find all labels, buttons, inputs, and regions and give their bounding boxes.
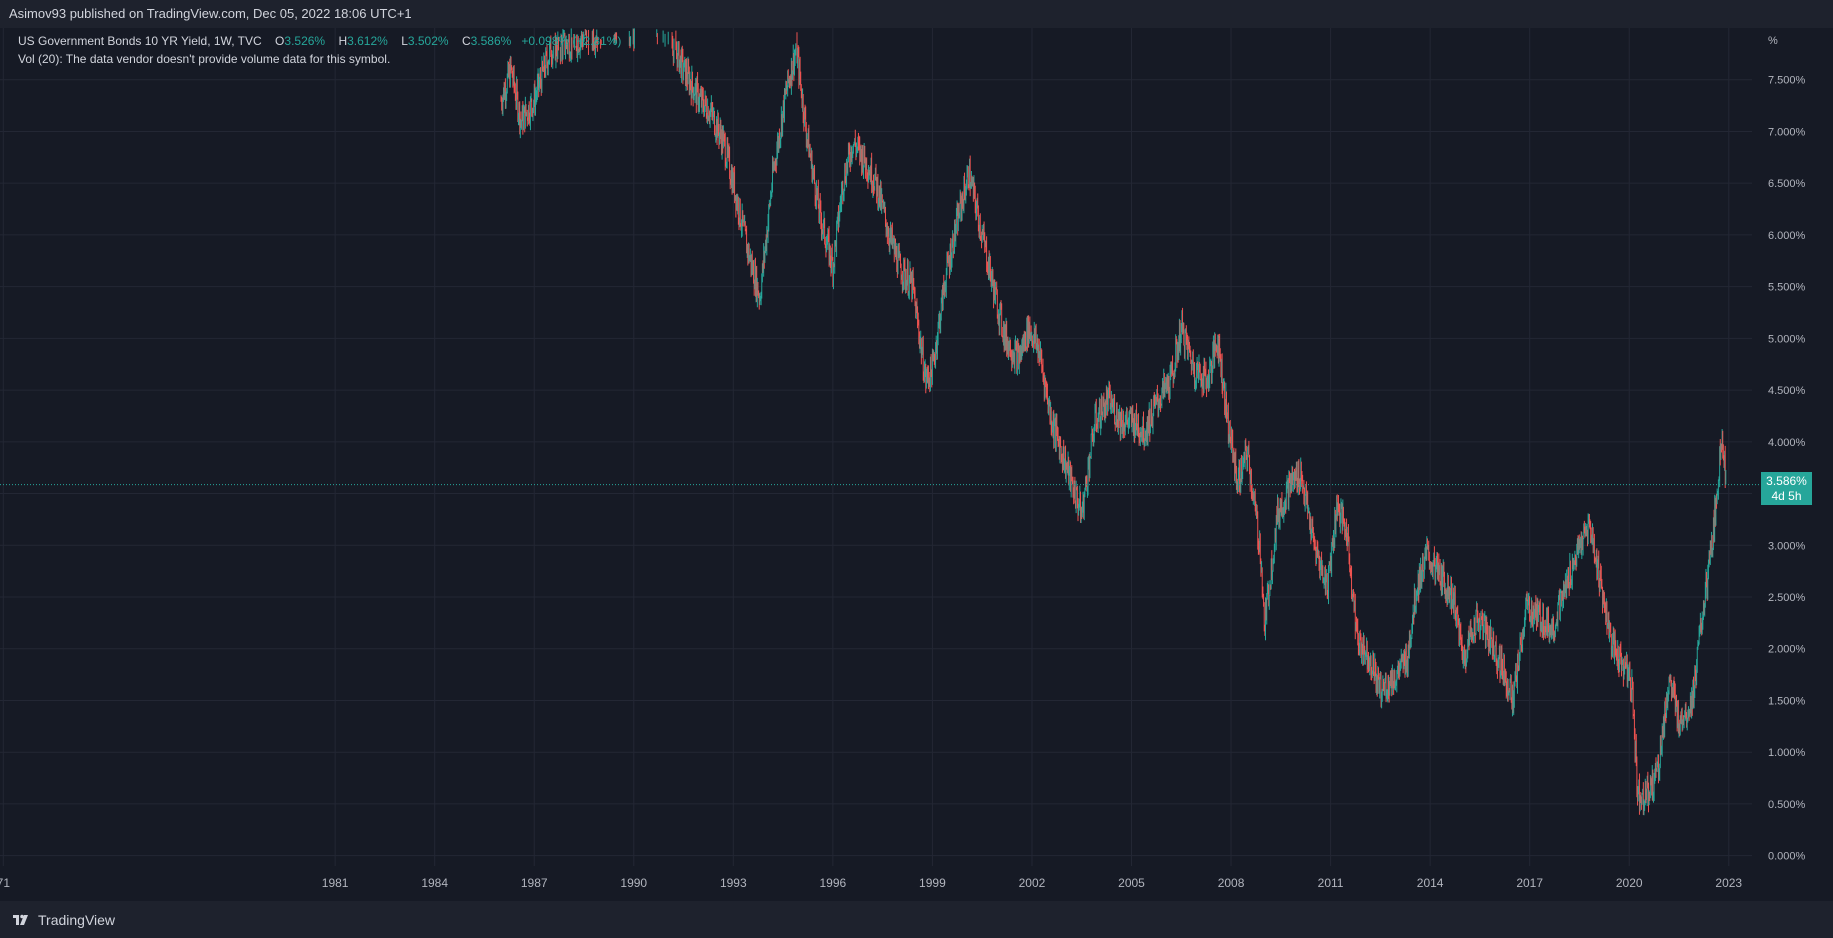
high-value: 3.612% bbox=[347, 34, 388, 48]
chart-legend: US Government Bonds 10 YR Yield, 1W, TVC… bbox=[18, 32, 621, 68]
x-tick-label: 71 bbox=[0, 876, 10, 890]
x-tick-label: 2023 bbox=[1715, 876, 1742, 890]
y-tick-label: 6.000% bbox=[1768, 230, 1806, 242]
x-tick-label: 1996 bbox=[820, 876, 847, 890]
y-tick-label: 0.500% bbox=[1768, 799, 1806, 811]
low-label: L bbox=[401, 34, 408, 48]
y-tick-label: 3.000% bbox=[1768, 540, 1806, 552]
y-tick-label: 2.000% bbox=[1768, 644, 1806, 656]
candles bbox=[500, 28, 1727, 816]
y-tick-label: 5.000% bbox=[1768, 333, 1806, 345]
y-tick-label: 1.500% bbox=[1768, 695, 1806, 707]
y-tick-label: 5.500% bbox=[1768, 282, 1806, 294]
x-tick-label: 2002 bbox=[1019, 876, 1046, 890]
x-tick-label: 2011 bbox=[1318, 876, 1344, 890]
x-tick-label: 2005 bbox=[1118, 876, 1145, 890]
tradingview-brand: TradingView bbox=[38, 911, 116, 928]
y-tick-label: 1.000% bbox=[1768, 747, 1806, 759]
high-label: H bbox=[338, 34, 348, 48]
tradingview-logo[interactable]: TradingView bbox=[0, 912, 115, 928]
low-value: 3.502% bbox=[407, 34, 449, 48]
grid-lines bbox=[0, 28, 1752, 866]
x-tick-label: 1984 bbox=[421, 876, 448, 890]
y-tick-label: 7.000% bbox=[1768, 126, 1806, 138]
y-axis[interactable]: 7.500% 7.000% 6.500% 6.000% 5.500% 5.000% 4.50… bbox=[1768, 75, 1806, 863]
x-tick-label: 1987 bbox=[521, 876, 548, 890]
x-axis[interactable]: 71 1981 1984 1987 1990 1993 1996 1999 2002 2005 20… bbox=[0, 876, 1742, 890]
y-tick-label: 4.000% bbox=[1768, 437, 1806, 449]
chart-area[interactable]: 7.500% 7.000% 6.500% 6.000% 5.500% 5.000% 4.50… bbox=[0, 28, 1833, 901]
published-header: Asimov93 published on TradingView.com, D… bbox=[0, 0, 1833, 28]
y-tick-label: 2.500% bbox=[1768, 592, 1806, 604]
x-tick-label: 1990 bbox=[620, 876, 647, 890]
y-axis-unit: % bbox=[1768, 35, 1778, 47]
symbol-label[interactable]: US Government Bonds 10 YR Yield, 1W, TVC bbox=[18, 34, 262, 48]
candlestick-chart[interactable]: 7.500% 7.000% 6.500% 6.000% 5.500% 5.000% 4.50… bbox=[0, 28, 1833, 901]
change-value: +0.098% (+2.81%) bbox=[521, 34, 622, 48]
volume-note: Vol (20): The data vendor doesn't provid… bbox=[18, 52, 391, 66]
open-value: 3.526% bbox=[284, 34, 326, 48]
open-label: O bbox=[275, 34, 285, 48]
y-tick-label: 7.500% bbox=[1768, 75, 1806, 87]
x-tick-label: 1999 bbox=[919, 876, 946, 890]
x-tick-label: 1993 bbox=[720, 876, 747, 890]
current-price-badge: 3.586% 4d 5h bbox=[1761, 472, 1812, 505]
close-value: 3.586% bbox=[470, 34, 512, 48]
published-text: Asimov93 published on TradingView.com, D… bbox=[9, 6, 412, 21]
close-label: C bbox=[461, 34, 471, 48]
bar-countdown: 4d 5h bbox=[1771, 489, 1802, 503]
x-tick-label: 2008 bbox=[1218, 876, 1245, 890]
y-tick-label: 0.000% bbox=[1768, 851, 1806, 863]
x-tick-label: 2017 bbox=[1516, 876, 1543, 890]
x-tick-label: 2014 bbox=[1417, 876, 1444, 890]
x-tick-label: 2020 bbox=[1616, 876, 1643, 890]
current-price-value: 3.586% bbox=[1766, 474, 1807, 488]
y-tick-label: 4.500% bbox=[1768, 385, 1806, 397]
x-tick-label: 1981 bbox=[322, 876, 349, 890]
y-tick-label: 6.500% bbox=[1768, 178, 1806, 190]
tradingview-logo-icon bbox=[13, 914, 28, 925]
footer-bar: TradingView bbox=[0, 901, 1833, 938]
ohlc-row: US Government Bonds 10 YR Yield, 1W, TVC… bbox=[18, 32, 621, 50]
